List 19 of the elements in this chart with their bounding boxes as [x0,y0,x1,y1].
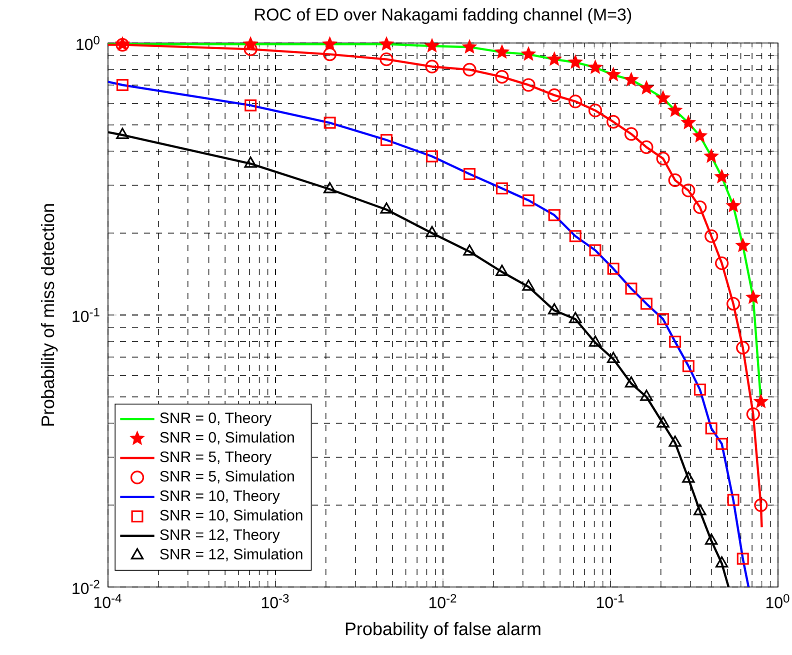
y-tick-label: 10$^{-1}$ [72,308,100,322]
legend-label: SNR = 5, Simulation [160,470,294,484]
legend-label: SNR = 0, Simulation [160,432,294,444]
legend-label: SNR = 12, Simulation [160,548,302,562]
y-tick-label: 10$^{-2}$ [72,580,100,594]
x-tick-label: 10$^{-2}$ [429,594,456,608]
legend-label: SNR = 0, Theory [160,412,272,426]
x-tick-label: 10$^{-4}$ [94,594,122,608]
legend-label: SNR = 10, Theory [160,490,280,504]
x-tick-label: 10$^{-1}$ [596,594,624,608]
chart-title: ROC of ED over Nakagami fadding channel (M=3) [255,8,632,24]
x-tick-label: 10$^{-3}$ [262,594,289,608]
legend-label: SNR = 12, Theory [160,528,280,543]
y-tick-label: 10$^{0}$ [76,36,100,50]
x-axis-title: Probability of false alarm [346,622,540,639]
y-axis-title: Probability of miss detection [40,204,58,426]
x-tick-label: 10$^{0}$ [766,594,790,608]
legend-label: SNR = 10, Simulation [160,510,302,522]
legend-label: SNR = 5, Theory [160,451,272,466]
